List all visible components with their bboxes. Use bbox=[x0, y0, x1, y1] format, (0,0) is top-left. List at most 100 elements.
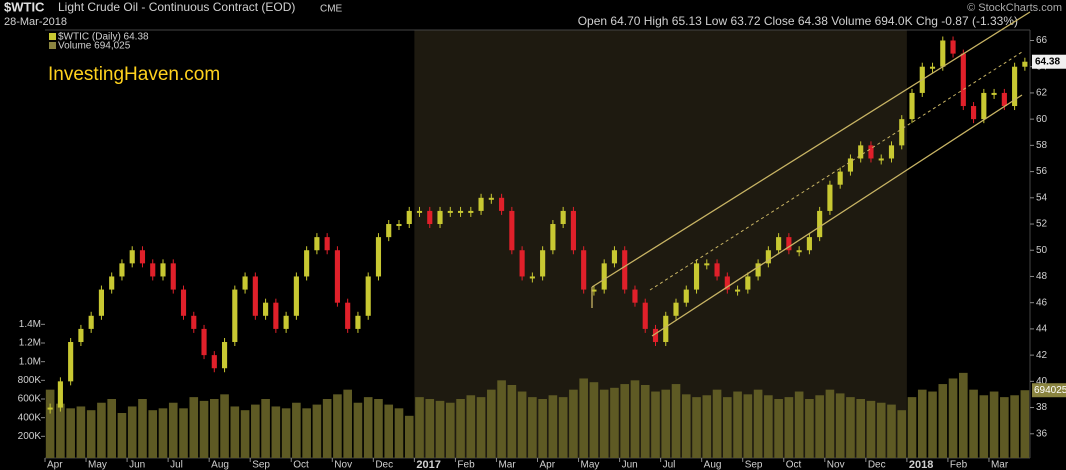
candle bbox=[929, 66, 936, 69]
volume-bar bbox=[969, 389, 978, 458]
y-tick-label: 46 bbox=[1036, 297, 1048, 308]
candle bbox=[540, 250, 546, 277]
volume-bar bbox=[435, 400, 445, 458]
y2-tick-label: 1.4M bbox=[19, 319, 41, 330]
candle bbox=[837, 171, 843, 185]
candle bbox=[334, 250, 340, 303]
candle bbox=[663, 315, 669, 343]
y-tick-label: 40 bbox=[1036, 376, 1048, 387]
candle bbox=[529, 276, 535, 279]
volume-bar bbox=[528, 397, 537, 458]
y-tick-label: 36 bbox=[1036, 428, 1048, 439]
volume-bar bbox=[281, 408, 291, 458]
x-tick-label: Feb bbox=[457, 460, 475, 470]
volume-bar bbox=[209, 399, 219, 458]
candle bbox=[940, 40, 946, 67]
volume-bar bbox=[117, 413, 127, 458]
volume-bar bbox=[743, 394, 753, 458]
candle bbox=[416, 210, 423, 213]
candle bbox=[1022, 61, 1028, 67]
volume-bar bbox=[189, 397, 199, 458]
x-tick-label: Jul bbox=[170, 460, 183, 470]
x-tick-label: Mar bbox=[991, 460, 1009, 470]
x-tick-label: 2018 bbox=[909, 459, 933, 470]
candle bbox=[232, 289, 238, 343]
candle bbox=[735, 289, 741, 292]
y-tick-label: 60 bbox=[1036, 114, 1048, 125]
candle bbox=[221, 342, 228, 369]
candle bbox=[447, 210, 453, 213]
volume-bar bbox=[230, 406, 240, 458]
x-tick-label: Aug bbox=[704, 460, 722, 470]
candle bbox=[57, 381, 63, 408]
volume-bar bbox=[692, 397, 701, 458]
volume-bar bbox=[384, 404, 394, 458]
x-tick-label: Jun bbox=[622, 460, 638, 470]
candle bbox=[98, 289, 104, 316]
volume-bar bbox=[610, 387, 619, 458]
candle bbox=[888, 145, 895, 159]
volume-bar bbox=[579, 378, 588, 458]
candle bbox=[519, 250, 525, 277]
volume-bar bbox=[887, 404, 896, 458]
candle bbox=[745, 276, 751, 290]
volume-bar bbox=[220, 394, 229, 458]
y-tick-label: 48 bbox=[1036, 271, 1048, 282]
candle bbox=[437, 210, 443, 225]
x-tick-label: Sep bbox=[745, 460, 763, 470]
volume-bar bbox=[897, 410, 907, 458]
y-tick-label: 66 bbox=[1036, 35, 1048, 46]
volume-bar bbox=[394, 408, 404, 458]
x-tick-label: Jul bbox=[663, 460, 676, 470]
candle bbox=[365, 276, 371, 316]
volume-bar bbox=[251, 404, 260, 458]
candle bbox=[622, 250, 628, 290]
candle bbox=[786, 237, 792, 251]
legend-swatch bbox=[49, 33, 56, 40]
volume-bar bbox=[138, 399, 147, 458]
candle bbox=[170, 263, 176, 290]
candle bbox=[478, 197, 484, 211]
candle bbox=[375, 237, 382, 277]
last-price-box bbox=[1032, 54, 1066, 69]
volume-bar bbox=[620, 384, 630, 458]
volume-bar bbox=[661, 389, 671, 458]
volume-bar bbox=[45, 389, 55, 458]
candle bbox=[960, 53, 966, 107]
volume-bar bbox=[1020, 390, 1030, 458]
candle bbox=[704, 263, 710, 266]
volume-bar bbox=[989, 391, 999, 458]
legend-entry: Volume 694,025 bbox=[58, 41, 131, 52]
volume-bar bbox=[1000, 397, 1009, 458]
volume-bar bbox=[445, 402, 455, 458]
volume-bar bbox=[292, 402, 301, 458]
candle bbox=[796, 250, 802, 253]
candle bbox=[878, 158, 884, 161]
volume-bar bbox=[876, 402, 886, 458]
volume-bar bbox=[753, 389, 763, 458]
volume-bar bbox=[127, 406, 137, 458]
candle bbox=[345, 302, 351, 329]
candle bbox=[765, 250, 771, 264]
volume-bar bbox=[825, 389, 835, 458]
candle bbox=[201, 328, 207, 356]
candle bbox=[673, 302, 679, 316]
x-tick-label: Oct bbox=[293, 460, 309, 470]
x-tick-label: 2017 bbox=[416, 459, 440, 470]
x-tick-label: Oct bbox=[786, 460, 802, 470]
date: 28-Mar-2018 bbox=[4, 16, 67, 28]
candle bbox=[263, 302, 269, 316]
volume-bar bbox=[66, 408, 75, 458]
candle bbox=[314, 237, 320, 251]
candle bbox=[817, 210, 823, 238]
volume-bar bbox=[558, 397, 568, 458]
y-tick-label: 62 bbox=[1036, 88, 1048, 99]
y2-tick-label: 200K bbox=[18, 431, 42, 442]
volume-bar bbox=[774, 399, 783, 458]
candle bbox=[386, 224, 392, 238]
candle bbox=[611, 250, 618, 264]
volume-bar bbox=[723, 397, 732, 458]
candle bbox=[191, 315, 197, 329]
y-tick-label: 58 bbox=[1036, 140, 1048, 151]
